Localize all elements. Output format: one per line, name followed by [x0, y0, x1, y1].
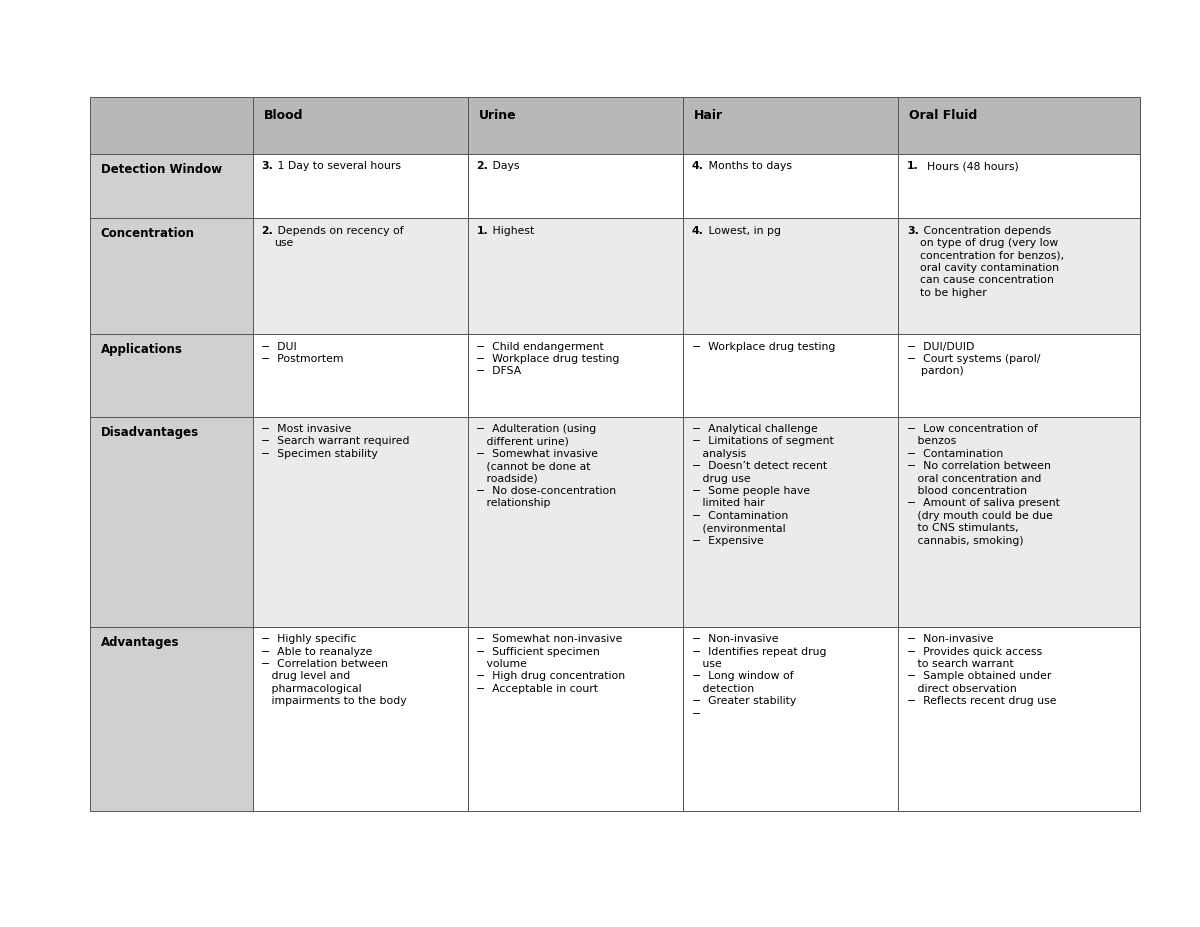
Bar: [899, 97, 1140, 154]
Text: Months to days: Months to days: [704, 161, 792, 171]
Bar: [468, 416, 683, 627]
Text: −  Somewhat non-invasive
−  Sufficient specimen
   volume
−  High drug concentra: − Somewhat non-invasive − Sufficient spe…: [476, 634, 625, 693]
Bar: [90, 97, 253, 154]
Text: 2.: 2.: [476, 161, 488, 171]
Text: 2.: 2.: [262, 225, 274, 235]
Bar: [90, 627, 253, 811]
Text: 1.: 1.: [476, 225, 488, 235]
Bar: [253, 627, 468, 811]
Text: −  DUI/DUID
−  Court systems (parol/
    pardon): − DUI/DUID − Court systems (parol/ pardo…: [907, 342, 1040, 376]
Bar: [899, 627, 1140, 811]
Text: Concentration: Concentration: [101, 227, 194, 240]
Text: −  Non-invasive
−  Identifies repeat drug
   use
−  Long window of
   detection
: − Non-invasive − Identifies repeat drug …: [691, 634, 826, 718]
Bar: [683, 218, 899, 335]
Bar: [683, 335, 899, 416]
Bar: [90, 154, 253, 218]
Bar: [899, 218, 1140, 335]
Text: 1 Day to several hours: 1 Day to several hours: [275, 161, 401, 171]
Text: Blood: Blood: [264, 109, 304, 122]
Bar: [468, 627, 683, 811]
Bar: [683, 97, 899, 154]
Text: −  Adulteration (using
   different urine)
−  Somewhat invasive
   (cannot be do: − Adulteration (using different urine) −…: [476, 424, 617, 508]
Text: Days: Days: [490, 161, 520, 171]
Bar: [468, 97, 683, 154]
Bar: [253, 154, 468, 218]
Bar: [253, 416, 468, 627]
Bar: [468, 154, 683, 218]
Bar: [90, 416, 253, 627]
Text: Lowest, in pg: Lowest, in pg: [704, 225, 781, 235]
Text: −  Analytical challenge
−  Limitations of segment
   analysis
−  Doesn’t detect : − Analytical challenge − Limitations of …: [691, 424, 833, 546]
Text: Highest: Highest: [490, 225, 535, 235]
Text: 4.: 4.: [691, 225, 703, 235]
Text: Applications: Applications: [101, 344, 182, 357]
Text: −  Most invasive
−  Search warrant required
−  Specimen stability: − Most invasive − Search warrant require…: [262, 424, 409, 459]
Bar: [90, 335, 253, 416]
Text: −  Non-invasive
−  Provides quick access
   to search warrant
−  Sample obtained: − Non-invasive − Provides quick access t…: [907, 634, 1056, 706]
Bar: [683, 416, 899, 627]
Bar: [468, 335, 683, 416]
Text: −  Child endangerment
−  Workplace drug testing
−  DFSA: − Child endangerment − Workplace drug te…: [476, 342, 619, 376]
Text: 3.: 3.: [262, 161, 274, 171]
Text: Hours (48 hours): Hours (48 hours): [920, 161, 1019, 171]
Bar: [253, 335, 468, 416]
Bar: [253, 97, 468, 154]
Text: Advantages: Advantages: [101, 636, 179, 649]
Bar: [899, 154, 1140, 218]
Bar: [90, 218, 253, 335]
Bar: [683, 627, 899, 811]
Text: Depends on recency of
use: Depends on recency of use: [275, 225, 404, 248]
Text: −  Workplace drug testing: − Workplace drug testing: [691, 342, 835, 351]
Text: −  DUI
−  Postmortem: − DUI − Postmortem: [262, 342, 343, 364]
Text: Oral Fluid: Oral Fluid: [910, 109, 978, 122]
Text: Disadvantages: Disadvantages: [101, 425, 199, 438]
Bar: [899, 416, 1140, 627]
Text: 3.: 3.: [907, 225, 919, 235]
Text: Urine: Urine: [479, 109, 516, 122]
Bar: [253, 218, 468, 335]
Text: Concentration depends
on type of drug (very low
concentration for benzos),
oral : Concentration depends on type of drug (v…: [920, 225, 1064, 298]
Bar: [683, 154, 899, 218]
Text: 4.: 4.: [691, 161, 703, 171]
Bar: [899, 335, 1140, 416]
Text: Detection Window: Detection Window: [101, 163, 222, 176]
Text: 1.: 1.: [907, 161, 919, 171]
Text: −  Highly specific
−  Able to reanalyze
−  Correlation between
   drug level and: − Highly specific − Able to reanalyze − …: [262, 634, 407, 706]
Text: Hair: Hair: [694, 109, 724, 122]
Text: −  Low concentration of
   benzos
−  Contamination
−  No correlation between
   : − Low concentration of benzos − Contamin…: [907, 424, 1060, 546]
Bar: [468, 218, 683, 335]
